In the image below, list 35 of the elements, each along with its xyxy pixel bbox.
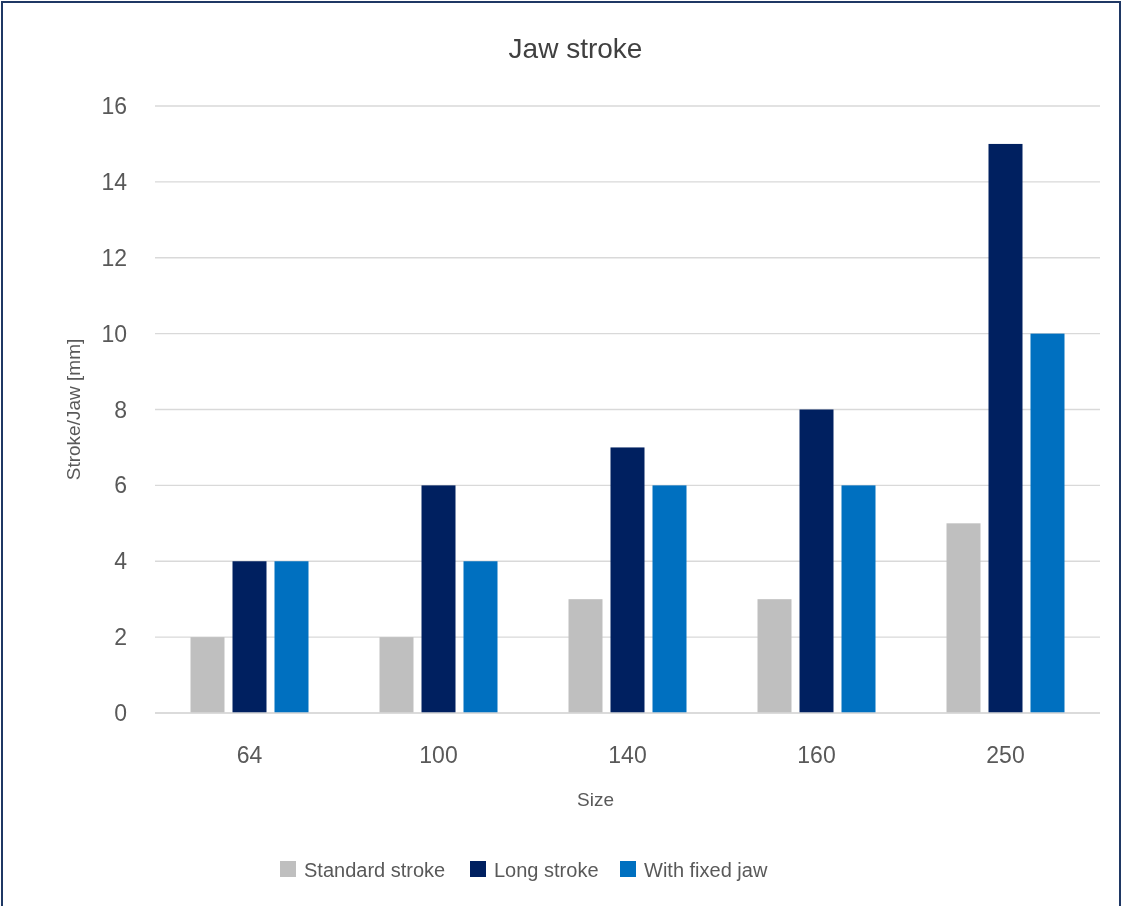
bar [274, 561, 309, 713]
bar [568, 599, 603, 713]
bar [463, 561, 498, 713]
bar [379, 637, 414, 713]
bar [652, 485, 687, 713]
y-tick-label: 8 [114, 396, 127, 423]
x-tick-label: 64 [236, 742, 263, 768]
legend-label: With fixed jaw [644, 859, 768, 881]
legend-label: Long stroke [494, 859, 599, 881]
y-tick-label: 0 [114, 700, 127, 726]
legend-label: Standard stroke [304, 859, 446, 881]
y-tick-label: 12 [101, 244, 127, 271]
y-tick-label: 10 [101, 320, 127, 347]
y-tick-label: 16 [101, 93, 127, 119]
y-tick-label: 14 [101, 168, 128, 195]
y-axis-title: Stroke/Jaw [mm] [63, 338, 84, 481]
x-tick-label: 160 [797, 742, 836, 768]
bar [232, 561, 267, 713]
x-tick-label: 140 [608, 742, 647, 768]
x-tick-label: 250 [986, 742, 1025, 768]
bar [1030, 333, 1065, 713]
bar [799, 409, 834, 713]
y-tick-label: 4 [114, 548, 128, 575]
bar [757, 599, 792, 713]
y-tick-label: 6 [114, 472, 127, 499]
bar [190, 637, 225, 713]
bar [421, 485, 456, 713]
y-tick-label: 2 [114, 624, 127, 651]
bar [841, 485, 876, 713]
x-axis-title: Size [577, 789, 614, 810]
bar [988, 143, 1023, 713]
chart-title: Jaw stroke [508, 33, 643, 64]
bar [610, 447, 645, 713]
x-tick-label: 100 [419, 742, 458, 768]
bar [946, 523, 981, 713]
